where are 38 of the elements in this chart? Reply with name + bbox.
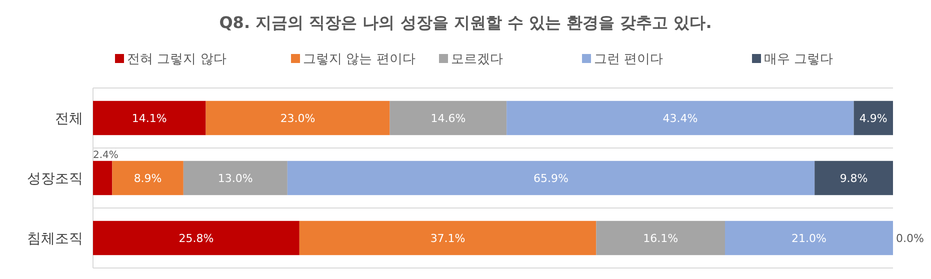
- bar: [854, 100, 893, 136]
- bar: [112, 160, 184, 196]
- legend-label: 그런 편이다: [594, 52, 664, 67]
- data-label: 43.4%: [662, 112, 698, 125]
- data-label: 8.9%: [134, 172, 162, 185]
- chart-title: Q8. 지금의 직장은 나의 성장을 지원할 수 있는 환경을 갖추고 있다.: [219, 13, 712, 32]
- bar: [183, 160, 288, 196]
- bar: [206, 100, 390, 136]
- legend-label: 전혀 그렇지 않다: [127, 52, 226, 67]
- legend-label: 모르겠다: [451, 52, 503, 67]
- legend-label: 그렇지 않는 편이다: [303, 52, 416, 67]
- data-label: 2.4%: [93, 150, 118, 161]
- y-tick-label: 전체: [55, 111, 83, 127]
- data-label: 37.1%: [430, 232, 466, 245]
- bar: [93, 160, 112, 196]
- data-label: 0.0%: [896, 232, 924, 245]
- data-label: 14.6%: [430, 112, 466, 125]
- data-label: 21.0%: [792, 232, 826, 245]
- bar: [725, 220, 893, 256]
- data-label: 9.8%: [840, 172, 868, 185]
- bar: [299, 220, 596, 256]
- data-label: 65.9%: [534, 172, 568, 185]
- bar: [596, 220, 725, 256]
- data-label: 23.0%: [280, 112, 316, 125]
- data-label: 14.1%: [132, 112, 167, 125]
- bar: [506, 100, 854, 136]
- bar: [93, 100, 206, 136]
- data-label: 4.9%: [859, 112, 888, 125]
- bar: [287, 160, 815, 196]
- data-label: 13.0%: [218, 172, 253, 185]
- legend-label: 매우 그렇다: [764, 52, 834, 67]
- y-tick-label: 성장조직: [27, 171, 83, 187]
- bar: [814, 160, 893, 196]
- bar: [93, 220, 300, 256]
- y-tick-label: 침체조직: [27, 231, 83, 247]
- bar: [390, 100, 507, 136]
- data-label: 16.1%: [643, 232, 678, 245]
- data-label: 25.8%: [178, 232, 214, 245]
